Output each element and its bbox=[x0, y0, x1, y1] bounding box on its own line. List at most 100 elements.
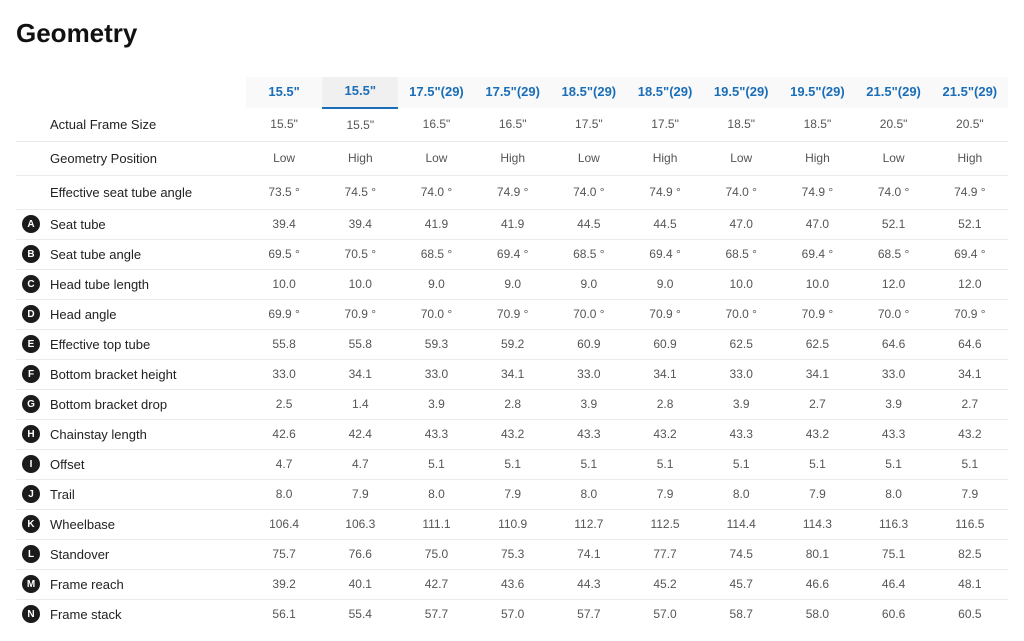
table-row: ASeat tube39.439.441.941.944.544.547.047… bbox=[16, 209, 1008, 239]
legend-badge: E bbox=[22, 335, 40, 353]
value-cell: 10.0 bbox=[779, 269, 855, 299]
value-cell: 17.5" bbox=[551, 108, 627, 142]
table-row: HChainstay length42.642.443.343.243.343.… bbox=[16, 419, 1008, 449]
value-cell: 34.1 bbox=[627, 359, 703, 389]
value-cell: 55.8 bbox=[246, 329, 322, 359]
value-cell: 33.0 bbox=[551, 359, 627, 389]
value-cell: 4.7 bbox=[246, 449, 322, 479]
table-row: FBottom bracket height33.034.133.034.133… bbox=[16, 359, 1008, 389]
value-cell: 3.9 bbox=[398, 389, 474, 419]
value-cell: 8.0 bbox=[856, 479, 932, 509]
row-label: Bottom bracket drop bbox=[46, 389, 246, 419]
table-row: Effective seat tube angle73.5 °74.5 °74.… bbox=[16, 175, 1008, 209]
value-cell: 57.7 bbox=[398, 599, 474, 629]
value-cell: 2.7 bbox=[932, 389, 1008, 419]
value-cell: 39.2 bbox=[246, 569, 322, 599]
row-label: Chainstay length bbox=[46, 419, 246, 449]
size-header-9[interactable]: 21.5"(29) bbox=[932, 77, 1008, 108]
legend-cell: C bbox=[16, 269, 46, 299]
value-cell: 43.2 bbox=[475, 419, 551, 449]
value-cell: 75.7 bbox=[246, 539, 322, 569]
value-cell: 57.7 bbox=[551, 599, 627, 629]
value-cell: 57.0 bbox=[475, 599, 551, 629]
size-header-wheel: (29) bbox=[517, 84, 540, 99]
value-cell: 70.9 ° bbox=[932, 299, 1008, 329]
size-header-8[interactable]: 21.5"(29) bbox=[856, 77, 932, 108]
size-header-6[interactable]: 19.5"(29) bbox=[703, 77, 779, 108]
value-cell: 60.9 bbox=[627, 329, 703, 359]
value-cell: 15.5" bbox=[322, 108, 398, 142]
value-cell: 8.0 bbox=[551, 479, 627, 509]
geometry-header-row: 15.5"15.5"17.5"(29)17.5"(29)18.5"(29)18.… bbox=[16, 77, 1008, 108]
value-cell: 47.0 bbox=[703, 209, 779, 239]
legend-cell bbox=[16, 175, 46, 209]
row-label: Seat tube bbox=[46, 209, 246, 239]
value-cell: 55.4 bbox=[322, 599, 398, 629]
value-cell: 75.0 bbox=[398, 539, 474, 569]
value-cell: 15.5" bbox=[246, 108, 322, 142]
table-row: EEffective top tube55.855.859.359.260.96… bbox=[16, 329, 1008, 359]
row-label: Effective top tube bbox=[46, 329, 246, 359]
legend-cell: M bbox=[16, 569, 46, 599]
value-cell: 34.1 bbox=[322, 359, 398, 389]
value-cell: 70.9 ° bbox=[322, 299, 398, 329]
table-row: JTrail8.07.98.07.98.07.98.07.98.07.9 bbox=[16, 479, 1008, 509]
value-cell: 68.5 ° bbox=[398, 239, 474, 269]
value-cell: Low bbox=[246, 141, 322, 175]
value-cell: 111.1 bbox=[398, 509, 474, 539]
row-label: Frame reach bbox=[46, 569, 246, 599]
table-row: BSeat tube angle69.5 °70.5 °68.5 °69.4 °… bbox=[16, 239, 1008, 269]
value-cell: 2.8 bbox=[627, 389, 703, 419]
size-header-2[interactable]: 17.5"(29) bbox=[398, 77, 474, 108]
value-cell: 106.4 bbox=[246, 509, 322, 539]
value-cell: 45.2 bbox=[627, 569, 703, 599]
legend-badge: F bbox=[22, 365, 40, 383]
size-header-4[interactable]: 18.5"(29) bbox=[551, 77, 627, 108]
value-cell: 43.6 bbox=[475, 569, 551, 599]
size-header-label: 15.5" bbox=[345, 83, 376, 98]
size-header-3[interactable]: 17.5"(29) bbox=[475, 77, 551, 108]
row-label: Offset bbox=[46, 449, 246, 479]
size-header-label: 17.5" bbox=[485, 84, 516, 99]
table-row: GBottom bracket drop2.51.43.92.83.92.83.… bbox=[16, 389, 1008, 419]
value-cell: 12.0 bbox=[856, 269, 932, 299]
value-cell: 33.0 bbox=[246, 359, 322, 389]
value-cell: 42.7 bbox=[398, 569, 474, 599]
value-cell: 64.6 bbox=[932, 329, 1008, 359]
value-cell: 41.9 bbox=[398, 209, 474, 239]
legend-badge: B bbox=[22, 245, 40, 263]
value-cell: 47.0 bbox=[779, 209, 855, 239]
size-header-1[interactable]: 15.5" bbox=[322, 77, 398, 108]
value-cell: 9.0 bbox=[627, 269, 703, 299]
value-cell: 2.8 bbox=[475, 389, 551, 419]
value-cell: 33.0 bbox=[703, 359, 779, 389]
size-header-label: 15.5" bbox=[268, 84, 299, 99]
value-cell: 42.4 bbox=[322, 419, 398, 449]
size-header-5[interactable]: 18.5"(29) bbox=[627, 77, 703, 108]
value-cell: 4.7 bbox=[322, 449, 398, 479]
row-label: Standover bbox=[46, 539, 246, 569]
value-cell: 8.0 bbox=[398, 479, 474, 509]
row-label: Seat tube angle bbox=[46, 239, 246, 269]
value-cell: 10.0 bbox=[322, 269, 398, 299]
value-cell: 16.5" bbox=[398, 108, 474, 142]
value-cell: 74.0 ° bbox=[856, 175, 932, 209]
value-cell: 2.5 bbox=[246, 389, 322, 419]
value-cell: 3.9 bbox=[856, 389, 932, 419]
value-cell: 45.7 bbox=[703, 569, 779, 599]
legend-cell: I bbox=[16, 449, 46, 479]
value-cell: 9.0 bbox=[398, 269, 474, 299]
value-cell: 12.0 bbox=[932, 269, 1008, 299]
size-header-0[interactable]: 15.5" bbox=[246, 77, 322, 108]
value-cell: 56.1 bbox=[246, 599, 322, 629]
value-cell: 73.5 ° bbox=[246, 175, 322, 209]
value-cell: 34.1 bbox=[932, 359, 1008, 389]
value-cell: 60.5 bbox=[932, 599, 1008, 629]
value-cell: 58.7 bbox=[703, 599, 779, 629]
value-cell: 41.9 bbox=[475, 209, 551, 239]
value-cell: 5.1 bbox=[932, 449, 1008, 479]
value-cell: 60.6 bbox=[856, 599, 932, 629]
size-header-wheel: (29) bbox=[745, 84, 768, 99]
size-header-7[interactable]: 19.5"(29) bbox=[779, 77, 855, 108]
legend-badge: J bbox=[22, 485, 40, 503]
